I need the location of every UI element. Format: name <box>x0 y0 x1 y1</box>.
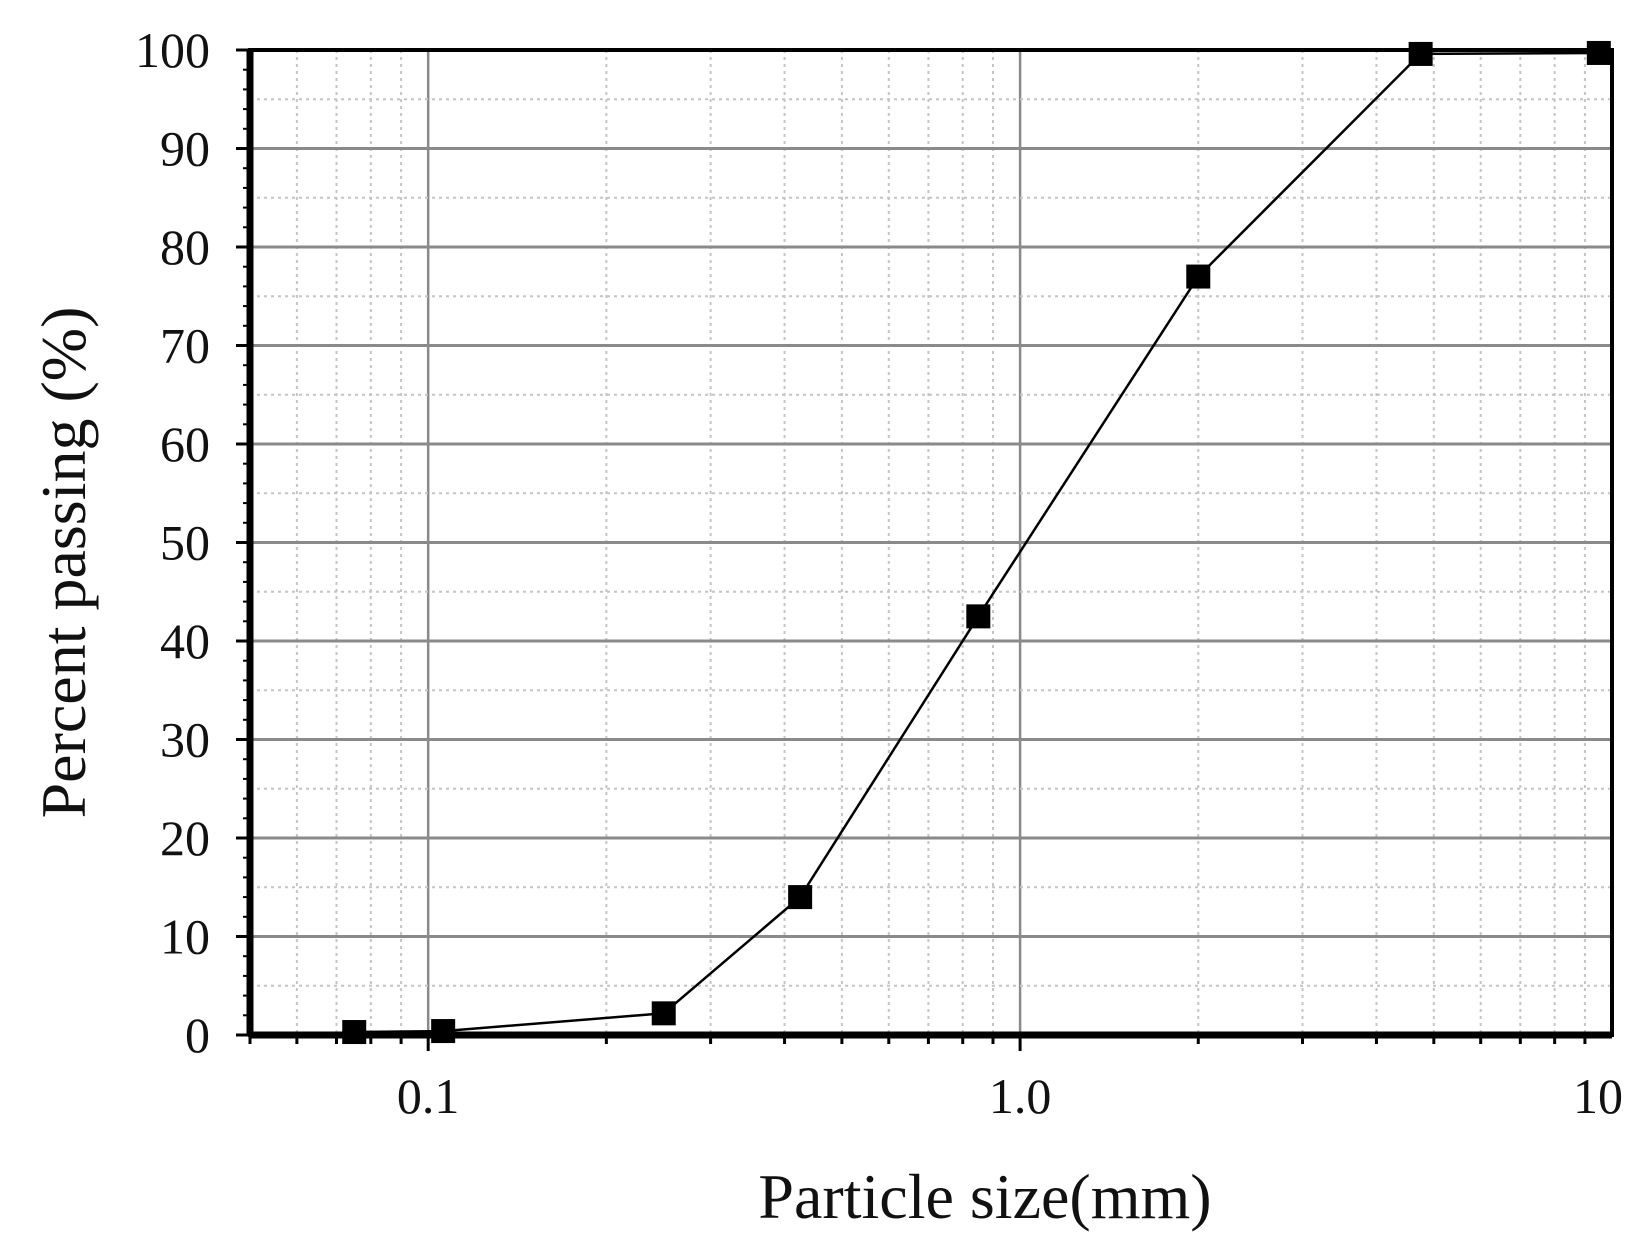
plot-frame <box>236 48 1614 1051</box>
y-tick-label: 100 <box>135 22 210 78</box>
x-axis-title: Particle size(mm) <box>758 1161 1211 1232</box>
y-tick-label: 0 <box>185 1007 210 1063</box>
x-tick-label: 1.0 <box>989 1068 1052 1124</box>
x-tick-label: 10 <box>1573 1068 1623 1124</box>
data-point-marker <box>1586 40 1611 65</box>
data-point-marker <box>651 1001 676 1026</box>
y-tick-label: 90 <box>160 121 210 177</box>
y-tick-label: 50 <box>160 515 210 571</box>
y-tick-label: 40 <box>160 613 210 669</box>
y-tick-label: 30 <box>160 712 210 768</box>
y-tick-label: 10 <box>160 909 210 965</box>
marker-layer <box>342 40 1611 1045</box>
series-line-layer <box>354 51 1599 1034</box>
data-point-marker <box>966 604 991 629</box>
data-point-marker <box>788 885 813 910</box>
y-tick-label: 60 <box>160 416 210 472</box>
y-tick-label: 80 <box>160 219 210 275</box>
y-tick-labels: 0 10 20 30 40 50 60 70 80 90 100 <box>135 22 210 1063</box>
x-tick-label: 0.1 <box>397 1068 460 1124</box>
y-axis-title: Percent passing (%) <box>28 307 99 819</box>
y-tick-label: 70 <box>160 318 210 374</box>
data-point-marker <box>431 1019 456 1044</box>
x-tick-labels: 0.1 1.0 10 <box>397 1068 1623 1124</box>
data-point-marker <box>1408 41 1433 66</box>
series-line <box>354 51 1599 1034</box>
grid-layer <box>249 50 1612 1035</box>
data-point-marker <box>1186 264 1211 289</box>
y-tick-label: 20 <box>160 810 210 866</box>
